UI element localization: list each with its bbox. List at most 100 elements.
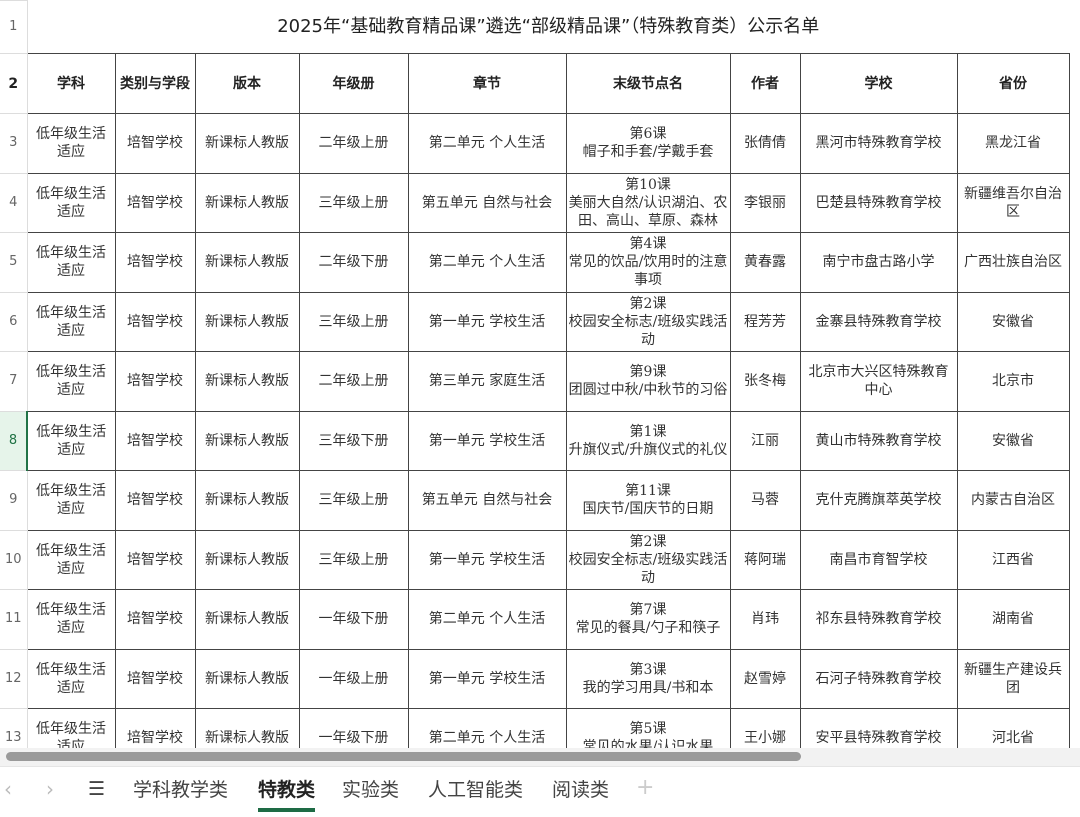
cell-edition[interactable]: 新课标人教版 [194,172,300,233]
cell-edition[interactable]: 新课标人教版 [194,708,300,748]
cell-author[interactable]: 张倩倩 [729,113,801,174]
row-header[interactable]: 4 [0,172,28,233]
cell-grade[interactable]: 三年级上册 [298,172,409,233]
cell-lesson[interactable]: 第3课 我的学习用具/书和本 [565,648,731,709]
row-header[interactable]: 8 [0,410,28,471]
cell-grade[interactable]: 一年级下册 [298,589,409,650]
column-header-lesson[interactable]: 末级节点名 [565,53,731,114]
cell-subject[interactable]: 低年级生活适应 [26,291,116,352]
cell-lesson[interactable]: 第5课 常见的水果/认识水果 [565,708,731,748]
cell-school[interactable]: 黑河市特殊教育学校 [799,113,958,174]
cell-subject[interactable]: 低年级生活适应 [26,172,116,233]
cell-category[interactable]: 培智学校 [114,232,196,293]
cell-lesson[interactable]: 第6课 帽子和手套/学戴手套 [565,113,731,174]
cell-school[interactable]: 黄山市特殊教育学校 [799,410,958,471]
cell-subject[interactable]: 低年级生活适应 [26,232,116,293]
cell-chapter[interactable]: 第一单元 学校生活 [407,291,567,352]
cell-subject[interactable]: 低年级生活适应 [26,351,116,412]
cell-category[interactable]: 培智学校 [114,113,196,174]
cell-edition[interactable]: 新课标人教版 [194,589,300,650]
cell-edition[interactable]: 新课标人教版 [194,232,300,293]
hamburger-menu-icon[interactable]: ☰ [88,778,106,800]
cell-grade[interactable]: 一年级上册 [298,648,409,709]
column-header-subject[interactable]: 学科 [26,53,116,114]
cell-chapter[interactable]: 第一单元 学校生活 [407,648,567,709]
cell-subject[interactable]: 低年级生活适应 [26,529,116,590]
cell-category[interactable]: 培智学校 [114,410,196,471]
cell-chapter[interactable]: 第二单元 个人生活 [407,708,567,748]
cell-author[interactable]: 赵雪婷 [729,648,801,709]
cell-category[interactable]: 培智学校 [114,172,196,233]
cell-category[interactable]: 培智学校 [114,470,196,531]
column-header-edition[interactable]: 版本 [194,53,300,114]
cell-school[interactable]: 巴楚县特殊教育学校 [799,172,958,233]
cell-lesson[interactable]: 第2课 校园安全标志/班级实践活动 [565,529,731,590]
cell-province[interactable]: 安徽省 [956,291,1070,352]
cell-province[interactable]: 安徽省 [956,410,1070,471]
cell-chapter[interactable]: 第一单元 学校生活 [407,410,567,471]
row-header[interactable]: 11 [0,589,28,650]
sheet-tab-人工智能类[interactable]: 人工智能类 [428,779,524,801]
cell-edition[interactable]: 新课标人教版 [194,291,300,352]
column-header-chapter[interactable]: 章节 [407,53,567,114]
cell-chapter[interactable]: 第一单元 学校生活 [407,529,567,590]
horizontal-scrollbar[interactable] [0,748,1080,766]
row-header[interactable]: 9 [0,470,28,531]
cell-author[interactable]: 李银丽 [729,172,801,233]
cell-author[interactable]: 黄春露 [729,232,801,293]
cell-edition[interactable]: 新课标人教版 [194,351,300,412]
cell-school[interactable]: 南昌市育智学校 [799,529,958,590]
cell-subject[interactable]: 低年级生活适应 [26,410,116,471]
cell-school[interactable]: 石河子特殊教育学校 [799,648,958,709]
cell-lesson[interactable]: 第9课 团圆过中秋/中秋节的习俗 [565,351,731,412]
cell-edition[interactable]: 新课标人教版 [194,470,300,531]
column-header-grade[interactable]: 年级册 [298,53,409,114]
sheet-tab-实验类[interactable]: 实验类 [342,779,400,801]
cell-lesson[interactable]: 第10课 美丽大自然/认识湖泊、农田、高山、草原、森林 [565,172,731,233]
cell-grade[interactable]: 三年级上册 [298,529,409,590]
row-header[interactable]: 2 [0,53,28,114]
row-header[interactable]: 5 [0,232,28,293]
cell-category[interactable]: 培智学校 [114,291,196,352]
row-header[interactable]: 3 [0,113,28,174]
chevron-right-icon[interactable]: › [46,777,54,801]
cell-edition[interactable]: 新课标人教版 [194,648,300,709]
cell-category[interactable]: 培智学校 [114,648,196,709]
cell-province[interactable]: 江西省 [956,529,1070,590]
cell-chapter[interactable]: 第五单元 自然与社会 [407,172,567,233]
cell-lesson[interactable]: 第11课 国庆节/国庆节的日期 [565,470,731,531]
row-header[interactable]: 1 [0,0,28,54]
column-header-school[interactable]: 学校 [799,53,958,114]
cell-province[interactable]: 新疆维吾尔自治区 [956,172,1070,233]
cell-author[interactable]: 肖玮 [729,589,801,650]
cell-grade[interactable]: 三年级上册 [298,470,409,531]
cell-grade[interactable]: 二年级上册 [298,113,409,174]
row-header[interactable]: 10 [0,529,28,590]
cell-lesson[interactable]: 第7课 常见的餐具/勺子和筷子 [565,589,731,650]
cell-school[interactable]: 安平县特殊教育学校 [799,708,958,748]
cell-author[interactable]: 张冬梅 [729,351,801,412]
cell-chapter[interactable]: 第二单元 个人生活 [407,589,567,650]
spreadsheet-grid[interactable]: 1 2025年“基础教育精品课”遴选“部级精品课”（特殊教育类）公示名单 2 学科 类别… [0,0,1080,748]
cell-category[interactable]: 培智学校 [114,589,196,650]
cell-author[interactable]: 蒋阿瑞 [729,529,801,590]
cell-province[interactable]: 黑龙江省 [956,113,1070,174]
cell-author[interactable]: 程芳芳 [729,291,801,352]
cell-chapter[interactable]: 第五单元 自然与社会 [407,470,567,531]
sheet-title[interactable]: 2025年“基础教育精品课”遴选“部级精品课”（特殊教育类）公示名单 [27,0,1069,54]
cell-chapter[interactable]: 第二单元 个人生活 [407,232,567,293]
scrollbar-thumb[interactable] [6,752,801,761]
column-header-author[interactable]: 作者 [729,53,801,114]
row-header[interactable]: 7 [0,351,28,412]
cell-province[interactable]: 湖南省 [956,589,1070,650]
column-header-category[interactable]: 类别与学段 [114,53,196,114]
cell-edition[interactable]: 新课标人教版 [194,113,300,174]
chevron-left-icon[interactable]: ‹ [4,777,12,801]
cell-grade[interactable]: 二年级上册 [298,351,409,412]
cell-lesson[interactable]: 第1课 升旗仪式/升旗仪式的礼仪 [565,410,731,471]
row-header[interactable]: 12 [0,648,28,709]
cell-province[interactable]: 广西壮族自治区 [956,232,1070,293]
cell-subject[interactable]: 低年级生活适应 [26,113,116,174]
column-header-province[interactable]: 省份 [956,53,1070,114]
cell-school[interactable]: 克什克腾旗萃英学校 [799,470,958,531]
